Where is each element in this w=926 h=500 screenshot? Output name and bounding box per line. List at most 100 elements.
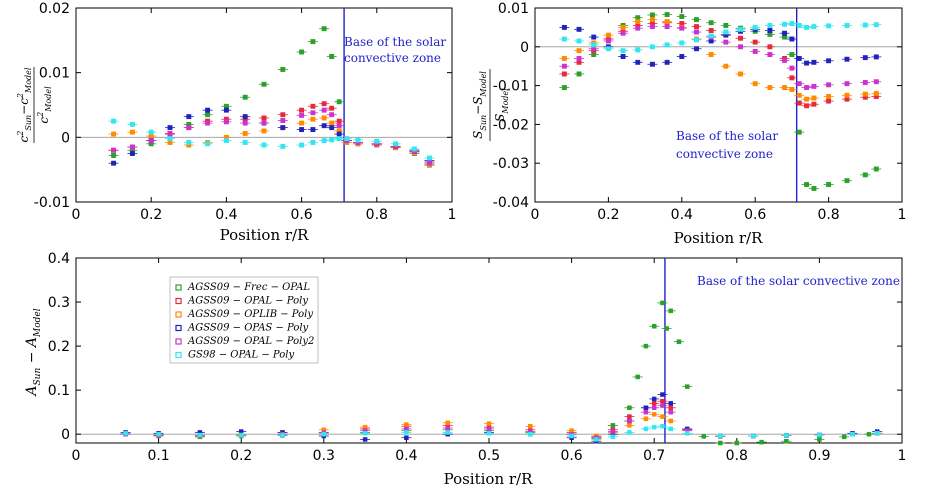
data-point [752,39,758,45]
data-point [752,81,758,87]
data-point [862,55,868,61]
data-point [862,172,868,178]
data-point [111,131,117,137]
data-point [205,112,211,118]
y-tick-label: -0.01 [34,195,70,211]
svg-text:c2Model: c2Model [36,86,53,124]
data-point [620,48,626,54]
data-point [486,421,492,426]
data-point [723,63,729,69]
data-point [576,26,582,32]
x-axis-label: Position r/R [220,226,310,244]
data-point [280,112,286,118]
cz-annotation-line2: convective zone [344,51,441,65]
data-point [605,32,611,38]
data-point [679,40,685,46]
data-point [664,326,669,331]
x-tick-label: 1 [448,207,457,223]
data-point [261,120,267,126]
data-point [280,432,285,438]
data-point [321,26,327,32]
data-point [561,36,567,42]
data-point [261,142,267,148]
data-point [844,81,850,87]
data-point [528,431,533,437]
data-point [811,24,817,30]
data-point [873,54,879,60]
data-point [129,144,135,150]
x-tick-label: 0.2 [230,448,252,464]
data-point [242,94,248,100]
x-tick-label: 0.4 [395,448,417,464]
y-tick-label: 0 [61,427,70,443]
data-point [620,54,626,59]
data-point [804,103,810,109]
data-point [280,118,286,123]
series-agss09-opal-poly2 [108,107,435,166]
data-point [708,20,714,26]
data-point [610,423,616,428]
data-point [205,120,211,126]
legend-box [169,276,319,364]
data-point [826,82,832,88]
data-point [738,71,743,77]
data-point [873,79,879,85]
data-point [591,34,597,40]
data-point [734,440,740,446]
data-point [694,29,699,35]
data-point [649,12,655,18]
data-point [796,23,802,28]
data-point [844,92,850,98]
data-point [336,123,342,129]
x-tick-label: 0 [531,207,540,223]
data-point [591,42,597,48]
data-point [635,19,641,25]
data-point [789,36,795,42]
data-point [718,433,723,439]
data-point [643,405,649,411]
data-point [811,101,817,107]
data-point [594,437,599,442]
data-point [873,166,879,172]
data-point [811,185,817,191]
data-point [789,87,795,92]
data-point [811,83,817,89]
data-point [261,115,267,121]
data-point [789,52,795,58]
data-point [576,55,582,61]
data-point [336,131,342,137]
data-point [723,23,729,28]
data-point [789,65,795,71]
data-point [280,66,286,72]
data-point [404,422,409,427]
y-tick-label: 0.01 [39,66,70,82]
y-tick-label: 0 [520,40,529,56]
data-point [321,115,327,121]
data-point [723,29,729,35]
x-tick-label: 1 [898,448,907,464]
cz-annotation: Base of the solar convective zone [697,274,900,288]
y-tick-label: 0.3 [48,295,70,311]
data-point [752,24,758,30]
data-point [660,424,665,429]
data-point [708,33,714,39]
data-point [767,44,773,50]
data-point [804,85,810,90]
data-point [866,431,872,437]
data-point [561,24,567,30]
data-point [873,90,879,96]
data-point [186,140,192,145]
legend-marker [175,324,182,332]
x-tick-label: 0.2 [140,207,162,223]
series-agss09-opas-poly [108,107,435,166]
data-point [664,12,670,18]
data-point [310,116,316,122]
data-point [826,58,832,64]
data-point [804,60,810,66]
data-point [660,403,665,408]
legend-marker [175,338,182,345]
series-agss09-oplib-poly [108,115,435,167]
data-point [649,44,655,50]
x-tick-label: 0.7 [643,448,665,464]
series-agss09-opas-poly [559,24,882,67]
